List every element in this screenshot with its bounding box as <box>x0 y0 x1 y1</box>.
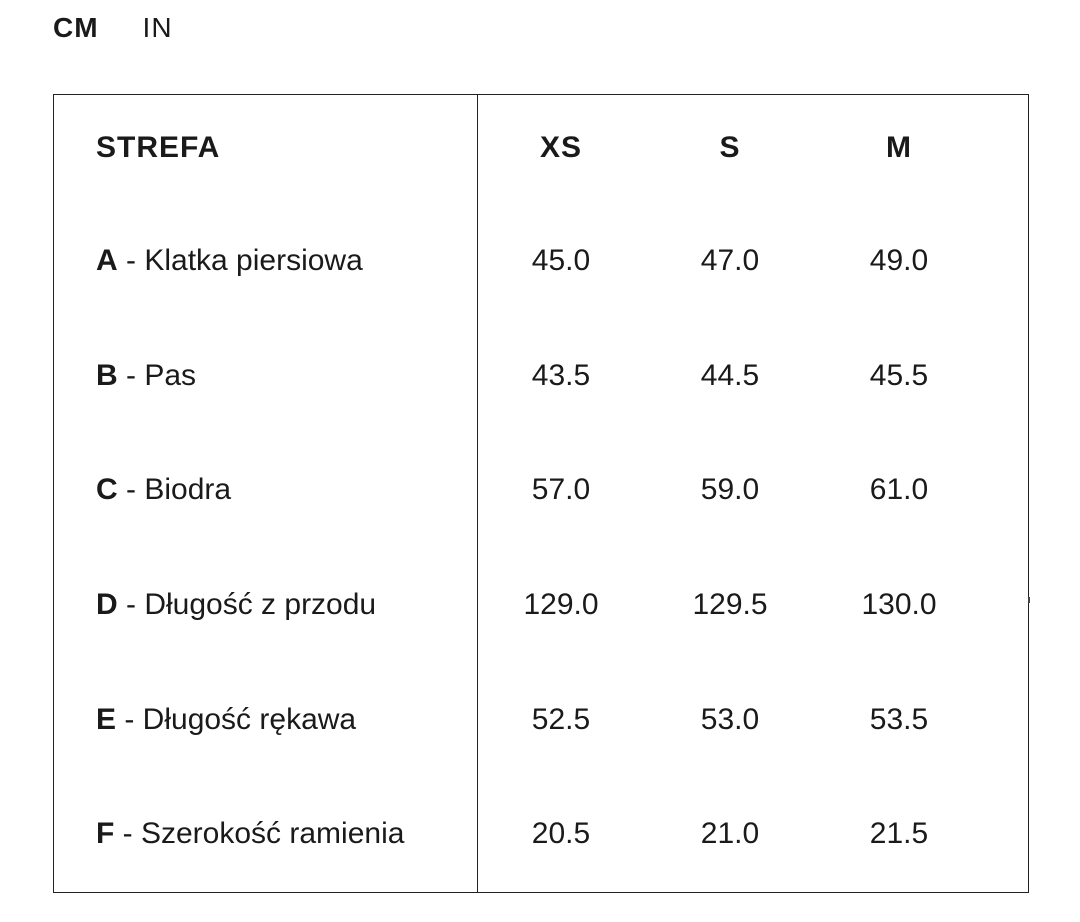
size-chart-table: STREFA XS S M A - Klatka piersiowa 45.0 … <box>53 94 1030 893</box>
value-s: 47.0 <box>700 244 760 277</box>
zone-label: - Pas <box>117 359 197 392</box>
value-s: 53.0 <box>700 703 760 736</box>
value-xs: 57.0 <box>531 473 591 506</box>
value-s: 59.0 <box>700 473 760 506</box>
zone-letter: D <box>96 588 118 621</box>
value-m: 49.0 <box>869 244 929 277</box>
zone-cell: D - Długość z przodu <box>96 588 376 622</box>
table-row: C - Biodra 57.0 59.0 61.0 <box>54 470 1028 510</box>
value-xs: 20.5 <box>531 817 591 850</box>
zone-letter: C <box>96 473 118 506</box>
value-m: 45.5 <box>869 359 929 392</box>
header-zone: STREFA <box>96 131 221 164</box>
zone-cell: E - Długość rękawa <box>96 703 356 737</box>
table-row: D - Długość z przodu 129.0 129.5 130.0 <box>54 585 1028 625</box>
value-m: 53.5 <box>869 703 929 736</box>
table-row: A - Klatka piersiowa 45.0 47.0 49.0 <box>54 241 1028 281</box>
zone-label: - Długość rękawa <box>116 703 357 736</box>
zone-cell: C - Biodra <box>96 473 231 507</box>
unit-cm-option[interactable]: CM <box>53 12 99 43</box>
zone-cell: A - Klatka piersiowa <box>96 244 363 278</box>
value-m: 21.5 <box>869 817 929 850</box>
table-row: B - Pas 43.5 44.5 45.5 <box>54 356 1028 396</box>
value-xs: 43.5 <box>531 359 591 392</box>
edge-mark <box>1028 597 1030 603</box>
header-size-xs: XS <box>539 131 583 164</box>
zone-cell: F - Szerokość ramienia <box>96 817 404 851</box>
column-divider <box>477 95 478 892</box>
zone-label: - Biodra <box>117 473 232 506</box>
value-m: 61.0 <box>869 473 929 506</box>
table-header-row: STREFA XS S M <box>54 128 1028 168</box>
value-xs: 52.5 <box>531 703 591 736</box>
zone-cell: B - Pas <box>96 359 196 393</box>
value-m: 130.0 <box>861 588 937 621</box>
header-size-m: M <box>886 131 912 164</box>
zone-letter: F <box>96 817 115 850</box>
zone-label: - Szerokość ramienia <box>114 817 405 850</box>
value-s: 129.5 <box>692 588 768 621</box>
zone-letter: B <box>96 359 118 392</box>
value-s: 44.5 <box>700 359 760 392</box>
unit-toggle: CM IN <box>53 10 173 46</box>
zone-label: - Długość z przodu <box>117 588 377 621</box>
zone-label: - Klatka piersiowa <box>117 244 363 277</box>
zone-letter: E <box>96 703 117 736</box>
zone-letter: A <box>96 244 118 277</box>
table-row: E - Długość rękawa 52.5 53.0 53.5 <box>54 700 1028 740</box>
value-xs: 45.0 <box>531 244 591 277</box>
table-row: F - Szerokość ramienia 20.5 21.0 21.5 <box>54 814 1028 854</box>
header-size-s: S <box>719 131 741 164</box>
value-xs: 129.0 <box>523 588 599 621</box>
value-s: 21.0 <box>700 817 760 850</box>
unit-in-option[interactable]: IN <box>142 12 173 43</box>
